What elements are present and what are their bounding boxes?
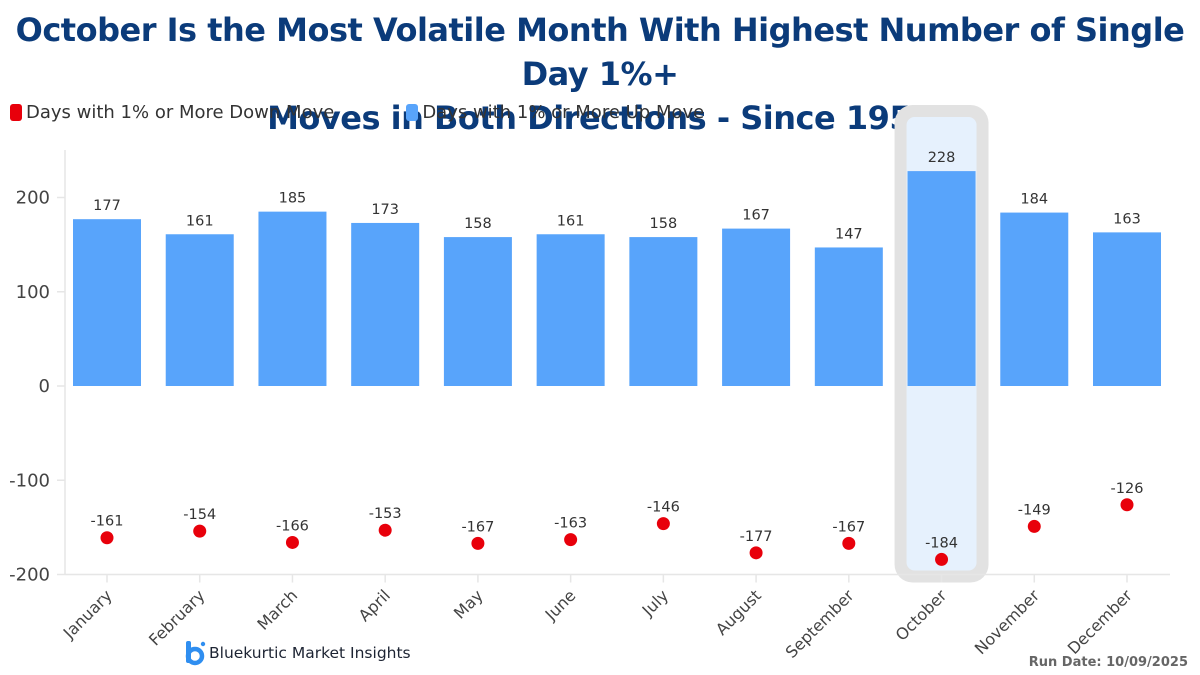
point-value-label: -153 <box>369 506 402 522</box>
legend-label-down: Days with 1% or More Down Move <box>26 101 335 123</box>
bar-up <box>814 247 883 386</box>
chart-title: October Is the Most Volatile Month With … <box>0 8 1200 140</box>
chart-title-line-1: October Is the Most Volatile Month With … <box>15 11 1185 93</box>
point-value-label: -149 <box>1018 502 1051 518</box>
bar-value-label: 228 <box>928 150 956 166</box>
down-move-point <box>656 517 670 531</box>
bluekurtic-logo-icon <box>184 640 206 666</box>
down-move-point <box>1120 498 1134 512</box>
bar-value-label: 147 <box>835 226 863 242</box>
brand-logo: Bluekurtic Market Insights <box>184 640 411 666</box>
point-value-label: -161 <box>91 514 124 530</box>
bar-up <box>165 234 234 386</box>
bar-up <box>907 171 976 386</box>
down-move-point <box>564 533 578 547</box>
bar-value-label: 167 <box>742 208 770 224</box>
brand-name: Bluekurtic Market Insights <box>209 644 411 662</box>
legend-item-up[interactable]: Days with 1% or More Up Move <box>406 102 704 123</box>
bar-value-label: 185 <box>279 191 307 207</box>
x-tick-label: August <box>712 586 765 639</box>
bar-value-label: 184 <box>1020 192 1048 208</box>
x-tick-label: December <box>1064 586 1136 658</box>
bar-value-label: 158 <box>464 216 492 232</box>
x-tick-label: October <box>892 586 951 645</box>
down-move-point <box>285 535 299 549</box>
x-tick-label: April <box>355 586 394 625</box>
point-value-label: -163 <box>554 516 587 532</box>
x-tick-label: May <box>450 586 487 623</box>
down-move-point <box>935 552 949 566</box>
chart-title-line-2: Moves in Both Directions - Since 1950 <box>267 99 933 137</box>
legend-label-up: Days with 1% or More Up Move <box>422 101 705 123</box>
y-tick-label: 0 <box>39 376 50 397</box>
point-value-label: -167 <box>461 519 494 535</box>
point-value-label: -126 <box>1111 481 1144 497</box>
bar-up <box>73 219 141 386</box>
y-tick-label: -100 <box>9 470 50 491</box>
bar-value-label: 177 <box>93 198 121 214</box>
down-move-point <box>1027 519 1041 533</box>
bar-value-label: 161 <box>186 213 214 229</box>
bar-up <box>629 237 698 386</box>
bar-value-label: 161 <box>557 213 585 229</box>
x-tick-label: July <box>638 586 672 620</box>
legend-item-down[interactable]: Days with 1% or More Down Move <box>10 102 334 123</box>
run-date: Run Date: 10/09/2025 <box>1028 655 1188 670</box>
bar-up <box>1093 232 1161 386</box>
bar-value-label: 163 <box>1113 211 1141 227</box>
down-move-point <box>749 546 763 560</box>
legend-swatch-down <box>10 103 22 121</box>
x-tick-label: March <box>253 586 301 634</box>
bar-up <box>443 237 512 386</box>
x-tick-label: November <box>971 586 1044 659</box>
point-value-label: -146 <box>647 500 680 516</box>
y-tick-label: 200 <box>16 188 50 209</box>
x-tick-label: September <box>782 586 858 662</box>
point-value-label: -166 <box>276 518 309 534</box>
point-value-label: -167 <box>832 519 865 535</box>
y-tick-label: 100 <box>16 282 50 303</box>
down-move-point <box>378 523 392 537</box>
bar-up <box>722 228 791 386</box>
down-move-point <box>471 536 485 550</box>
y-tick-label: -200 <box>9 565 50 586</box>
bar-up <box>536 234 605 386</box>
legend-swatch-up <box>406 103 419 121</box>
point-value-label: -177 <box>740 529 773 545</box>
bar-up <box>258 211 327 386</box>
bar-up <box>1000 212 1069 386</box>
bar-value-label: 158 <box>650 216 678 232</box>
legend: Days with 1% or More Down Move Days with… <box>10 100 776 124</box>
down-move-point <box>193 524 207 538</box>
x-tick-label: June <box>541 586 580 625</box>
point-value-label: -154 <box>183 507 216 523</box>
x-tick-label: January <box>59 586 116 643</box>
down-move-point <box>100 531 114 545</box>
bar-up <box>351 222 420 386</box>
bar-value-label: 173 <box>371 202 399 218</box>
down-move-point <box>842 536 856 550</box>
point-value-label: -184 <box>925 535 958 551</box>
